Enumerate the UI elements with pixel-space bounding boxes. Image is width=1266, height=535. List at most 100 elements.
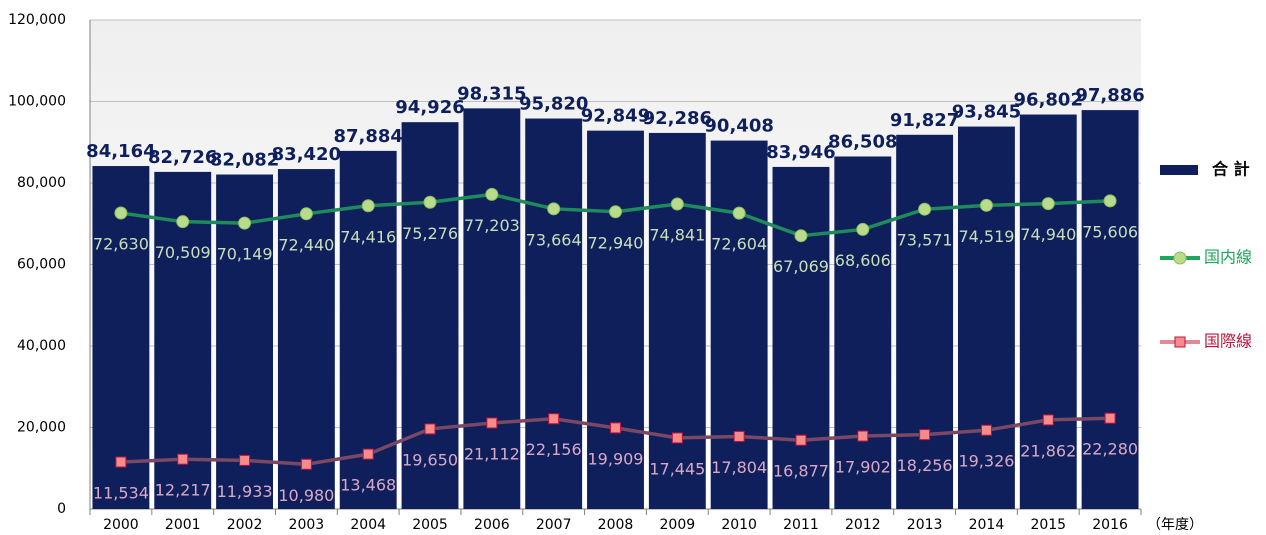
bar <box>587 130 644 509</box>
data-label: 22,156 <box>526 440 582 459</box>
bar <box>648 132 706 509</box>
legend-swatch <box>1160 165 1198 175</box>
data-label: 11,534 <box>93 483 149 502</box>
data-label: 74,416 <box>340 227 396 246</box>
legend-label: 合 計 <box>1212 160 1250 179</box>
x-tick-label: 2003 <box>289 517 325 533</box>
marker <box>980 424 992 436</box>
data-label: 74,940 <box>1020 225 1076 244</box>
bar <box>216 174 273 509</box>
data-label: 70,509 <box>155 243 211 262</box>
bar <box>772 166 830 509</box>
bar <box>958 126 1015 509</box>
legend-label: 国際線 <box>1204 332 1252 351</box>
data-label: 70,149 <box>217 245 273 264</box>
marker <box>1103 194 1117 208</box>
x-tick-label: 2013 <box>907 517 943 533</box>
data-label: 96,802 <box>1014 90 1083 111</box>
x-tick-label: 2016 <box>1092 517 1128 533</box>
data-label: 73,571 <box>897 231 953 250</box>
data-label: 84,164 <box>86 141 155 162</box>
marker <box>239 454 251 466</box>
x-tick-label: 2006 <box>474 517 510 533</box>
marker <box>733 430 745 442</box>
data-label: 92,286 <box>643 108 712 129</box>
data-label: 21,112 <box>464 444 520 463</box>
data-label: 72,630 <box>93 235 149 254</box>
marker <box>856 222 870 236</box>
data-label: 92,849 <box>581 106 650 127</box>
data-label: 17,804 <box>711 458 767 477</box>
legend-marker <box>1174 336 1186 348</box>
x-tick-label: 2001 <box>165 517 201 533</box>
x-tick-label: 2005 <box>412 517 448 533</box>
x-tick-label: 2012 <box>845 517 881 533</box>
marker <box>610 422 621 434</box>
data-label: 10,980 <box>278 486 334 505</box>
bar <box>401 122 459 510</box>
marker <box>177 453 189 465</box>
bar <box>834 156 892 509</box>
data-label: 16,877 <box>773 462 829 481</box>
data-label: 91,827 <box>890 110 959 131</box>
data-label: 67,069 <box>773 257 829 276</box>
data-label: 95,820 <box>519 94 588 115</box>
x-tick-label: 2009 <box>660 517 696 533</box>
x-tick-label: 2015 <box>1030 517 1066 533</box>
data-label: 21,862 <box>1020 441 1076 460</box>
y-tick-label: 80,000 <box>17 175 66 191</box>
marker <box>794 229 808 243</box>
x-tick-label: 2014 <box>969 517 1005 533</box>
data-label: 75,606 <box>1082 222 1138 241</box>
marker <box>299 207 313 221</box>
x-tick-label: 2000 <box>103 517 139 533</box>
data-label: 86,508 <box>828 131 897 152</box>
x-tick-label: 2004 <box>350 517 386 533</box>
y-tick-label: 20,000 <box>17 420 66 436</box>
y-tick-label: 60,000 <box>17 257 66 273</box>
bar <box>710 140 768 509</box>
data-label: 83,946 <box>766 142 835 163</box>
marker <box>1041 197 1055 211</box>
y-tick-label: 40,000 <box>17 338 66 354</box>
marker <box>424 423 436 435</box>
y-tick-label: 100,000 <box>8 94 66 110</box>
x-tick-label: 2008 <box>598 517 634 533</box>
data-label: 19,909 <box>588 449 644 468</box>
marker <box>795 434 807 446</box>
marker <box>918 202 932 216</box>
x-axis-label: （年度） <box>1147 517 1203 533</box>
data-label: 11,933 <box>217 482 273 501</box>
marker <box>114 206 128 220</box>
bar <box>1019 114 1077 509</box>
marker <box>609 205 622 219</box>
data-label: 68,606 <box>835 251 891 270</box>
x-tick-label: 2011 <box>783 517 819 533</box>
bar <box>525 118 583 509</box>
bar <box>277 169 335 509</box>
marker <box>732 206 746 220</box>
data-label: 75,276 <box>402 224 458 243</box>
data-label: 98,315 <box>457 83 526 104</box>
bar <box>1081 110 1139 509</box>
data-label: 83,420 <box>272 144 341 165</box>
data-label: 94,926 <box>395 97 464 118</box>
marker <box>979 198 993 212</box>
data-label: 72,940 <box>588 233 644 252</box>
data-label: 74,519 <box>958 227 1014 246</box>
marker <box>1042 414 1054 426</box>
marker <box>362 448 374 460</box>
data-label: 97,886 <box>1075 85 1144 106</box>
data-label: 17,445 <box>649 459 705 478</box>
marker <box>547 202 561 216</box>
data-label: 82,726 <box>148 147 217 168</box>
marker <box>1104 412 1116 424</box>
data-label: 93,845 <box>952 102 1021 123</box>
data-label: 22,280 <box>1082 440 1138 459</box>
data-label: 73,664 <box>526 230 582 249</box>
x-tick-label: 2002 <box>227 517 263 533</box>
y-tick-label: 120,000 <box>8 12 66 28</box>
bar <box>463 108 521 509</box>
data-label: 74,841 <box>649 226 705 245</box>
marker <box>423 195 437 209</box>
